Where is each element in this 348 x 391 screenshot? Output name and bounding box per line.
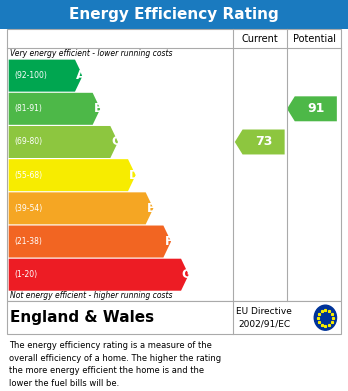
Bar xyxy=(0,0,348,29)
Polygon shape xyxy=(9,126,118,158)
Text: (21-38): (21-38) xyxy=(14,237,42,246)
Text: England & Wales: England & Wales xyxy=(10,310,155,325)
Text: Not energy efficient - higher running costs: Not energy efficient - higher running co… xyxy=(10,291,173,301)
Text: (39-54): (39-54) xyxy=(14,204,42,213)
Text: E: E xyxy=(147,202,156,215)
Text: The energy efficiency rating is a measure of the: The energy efficiency rating is a measur… xyxy=(9,341,212,350)
Text: (92-100): (92-100) xyxy=(14,71,47,80)
Polygon shape xyxy=(9,192,153,224)
Text: lower the fuel bills will be.: lower the fuel bills will be. xyxy=(9,379,119,388)
Polygon shape xyxy=(287,96,337,121)
Text: Potential: Potential xyxy=(293,34,335,44)
Text: 91: 91 xyxy=(307,102,324,115)
Text: Energy Efficiency Rating: Energy Efficiency Rating xyxy=(69,7,279,22)
Text: EU Directive: EU Directive xyxy=(236,307,292,316)
Text: (81-91): (81-91) xyxy=(14,104,42,113)
Text: Current: Current xyxy=(242,34,278,44)
Polygon shape xyxy=(9,59,82,91)
Text: 73: 73 xyxy=(255,136,272,149)
Text: G: G xyxy=(182,268,192,281)
Text: overall efficiency of a home. The higher the rating: overall efficiency of a home. The higher… xyxy=(9,354,221,363)
Text: (69-80): (69-80) xyxy=(14,138,42,147)
Text: Very energy efficient - lower running costs: Very energy efficient - lower running co… xyxy=(10,49,173,58)
Polygon shape xyxy=(9,93,100,125)
Text: 2002/91/EC: 2002/91/EC xyxy=(238,320,290,329)
Polygon shape xyxy=(9,159,136,191)
Text: the more energy efficient the home is and the: the more energy efficient the home is an… xyxy=(9,366,204,375)
Polygon shape xyxy=(9,259,189,291)
Bar xyxy=(7,301,341,334)
Text: (1-20): (1-20) xyxy=(14,270,37,279)
Text: C: C xyxy=(112,136,121,149)
Text: D: D xyxy=(129,169,139,182)
Polygon shape xyxy=(235,129,285,154)
Text: A: A xyxy=(76,69,86,82)
Polygon shape xyxy=(9,226,171,258)
Text: B: B xyxy=(94,102,103,115)
Circle shape xyxy=(314,305,337,330)
Text: (55-68): (55-68) xyxy=(14,170,42,180)
Text: F: F xyxy=(165,235,174,248)
Bar xyxy=(7,29,341,301)
